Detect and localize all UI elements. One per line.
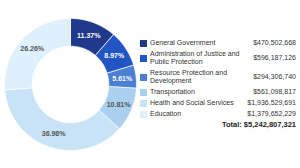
html-text:$1,936,529,691: $1,936,529,691 [247, 99, 296, 106]
html-text:Administration of Justice and: Administration of Justice and Public Pro… [150, 50, 240, 65]
svg-text:5.61%: 5.61% [112, 75, 133, 82]
html-text:$1,379,652,229: $1,379,652,229 [247, 110, 296, 117]
html-text:Transportation: Transportation [150, 88, 195, 95]
html-text:$470,502,668: $470,502,668 [253, 39, 296, 46]
html-text:Total: $5,242,807,321: Total: $5,242,807,321 [221, 120, 296, 129]
svg-text:8.97%: 8.97% [104, 52, 125, 59]
html-text:Health and Social Services: Health and Social Services [150, 99, 234, 106]
svg-text:11.37%: 11.37% [77, 32, 101, 39]
svg-text:26.26%: 26.26% [20, 45, 45, 52]
html-text:Resource Protection and Develo: Resource Protection and Development [150, 69, 227, 84]
html-text:Education: Education [150, 110, 182, 117]
svg-text:36.98%: 36.98% [42, 130, 67, 137]
html-text:General Government: General Government [150, 39, 216, 46]
html-text:$596,187,126: $596,187,126 [253, 54, 296, 61]
svg-text:10.81%: 10.81% [107, 101, 132, 108]
html-text:$294,306,740: $294,306,740 [253, 73, 296, 80]
html-text:$561,098,817: $561,098,817 [253, 88, 296, 95]
